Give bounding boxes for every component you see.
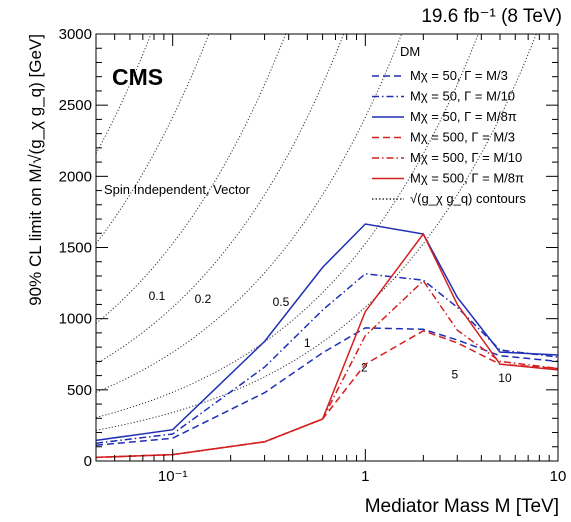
y-tick-label: 2000	[59, 168, 92, 185]
legend-entry: Mχ = 50, Γ = M/3	[410, 68, 508, 83]
contour-label: 0.1	[149, 289, 166, 303]
contour-line	[96, 34, 403, 393]
series-line	[96, 327, 558, 447]
y-tick-label: 2500	[59, 97, 92, 114]
contour-labels: 0.1 0.2 0.5 1 2 5 10	[149, 289, 512, 385]
x-tick-label: 1	[361, 468, 369, 485]
contour-label: 0.5	[273, 295, 290, 309]
legend-entry: Mχ = 50, Γ = M/8π	[410, 109, 517, 124]
series-lines	[96, 223, 558, 459]
legend: DM Mχ = 50, Γ = M/3 Mχ = 50, Γ = M/10 Mχ =…	[372, 44, 526, 206]
x-tick-label: 10	[550, 468, 567, 485]
y-tick-label: 1000	[59, 311, 92, 328]
contour-line	[96, 34, 479, 418]
y-axis-label: 90% CL limit on M/√(g_χ g_q) [GeV]	[26, 34, 45, 306]
y-tick-label: 500	[67, 382, 92, 399]
legend-entry: √(g_χ g_q) contours	[410, 191, 526, 206]
legend-entry: Mχ = 500, Γ = M/3	[410, 130, 515, 145]
x-axis-label: Mediator Mass M [TeV]	[365, 496, 559, 517]
contour-label: 5	[451, 367, 458, 381]
contour-lines	[96, 34, 537, 431]
contour-label: 1	[304, 336, 311, 350]
series-line	[96, 232, 558, 459]
contour-line	[96, 34, 537, 431]
legend-entry: Mχ = 50, Γ = M/10	[410, 89, 515, 104]
cms-label: CMS	[112, 64, 163, 90]
axes: 0 500 1000 1500 2000 2500 3000 10⁻¹ 1 10	[59, 26, 567, 485]
annotation-label: Spin Independent, Vector	[104, 182, 251, 197]
legend-entry: Mχ = 500, Γ = M/10	[410, 150, 522, 165]
contour-label: 0.2	[195, 292, 212, 306]
series-line	[96, 223, 558, 442]
contour-label: 10	[498, 371, 512, 385]
y-tick-label: 0	[84, 453, 92, 470]
legend-entry: Mχ = 500, Γ = M/8π	[410, 171, 524, 186]
series-line	[96, 329, 558, 459]
y-tick-label: 1500	[59, 240, 92, 257]
x-tick-label: 10⁻¹	[158, 468, 188, 485]
contour-label: 2	[361, 360, 368, 374]
lumi-label: 19.6 fb⁻¹ (8 TeV)	[421, 6, 562, 27]
legend-title: DM	[400, 44, 420, 59]
y-tick-label: 3000	[59, 26, 92, 43]
series-line	[96, 273, 558, 444]
